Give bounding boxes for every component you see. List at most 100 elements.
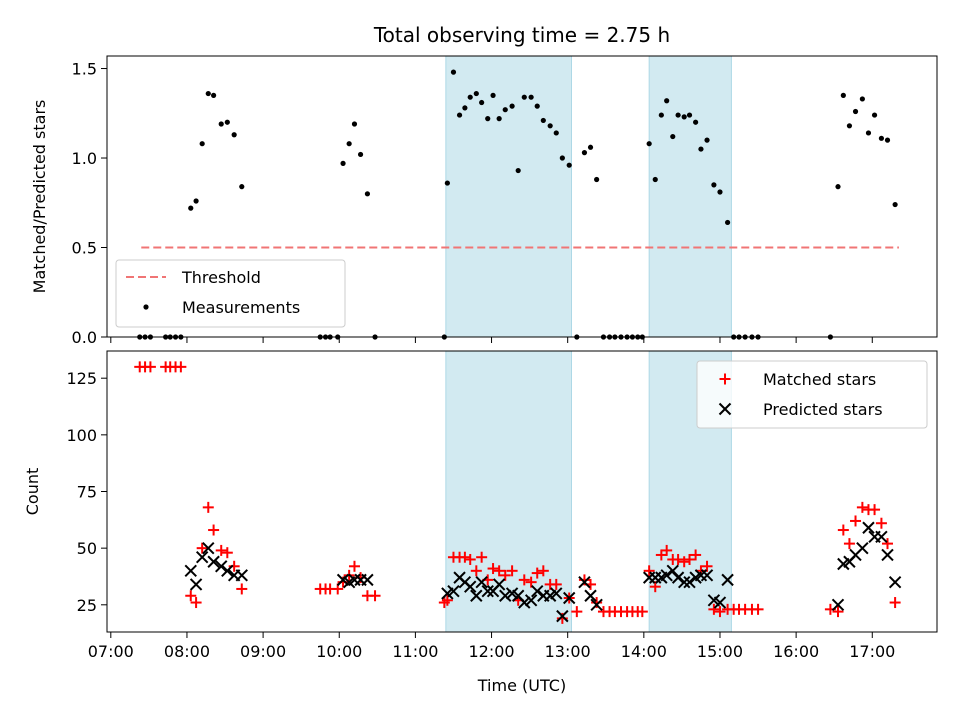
measurement-point (566, 162, 572, 168)
measurement-point (646, 141, 652, 147)
matched-star-point (487, 563, 499, 575)
matched-star-point (649, 581, 661, 593)
predicted-star-point-b (207, 555, 220, 568)
predicted-star-point-b (550, 587, 563, 600)
count-y-axis-label: Count (23, 468, 42, 516)
matched-star-point (708, 603, 720, 615)
measurement-point (670, 133, 676, 140)
predicted-star-point (492, 578, 506, 591)
predicted-star-point-b (492, 578, 506, 591)
predicted-star-point-b (707, 594, 721, 607)
legend-predicted-swatch (718, 402, 732, 416)
measurement-point (193, 198, 199, 204)
predicted-star-point-b (683, 575, 696, 589)
measurement-point (553, 130, 559, 136)
predicted-star-point-b (531, 585, 544, 598)
measurement-point (534, 103, 540, 109)
predicted-star-point-b (235, 569, 248, 582)
count-xtick-label: 11:00 (392, 642, 438, 661)
predicted-star-point-b (447, 585, 460, 598)
ratio-ytick-label: 0.0 (72, 328, 97, 347)
measurement-point (199, 141, 205, 147)
predicted-star-point (700, 569, 714, 582)
predicted-star-point-b (584, 589, 597, 602)
measurement-point (205, 90, 211, 97)
measurement-point (581, 150, 588, 156)
predicted-star-point-b (499, 589, 512, 602)
predicted-star-point-b (195, 551, 209, 564)
legend-predicted-marker-b (718, 402, 732, 416)
predicted-star-point-b (831, 598, 845, 612)
measurement-point (658, 112, 664, 118)
matched-star-point (837, 524, 849, 536)
count-xtick-label: 07:00 (88, 642, 134, 661)
matched-star-point (175, 361, 187, 373)
predicted-star-point (856, 541, 869, 555)
predicted-star-point (470, 589, 483, 602)
ratio-legend: Threshold Measurements (115, 259, 346, 328)
predicted-star-point (464, 580, 477, 593)
count-panel-frame (106, 350, 938, 633)
measurement-point (835, 184, 841, 190)
predicted-star-point (831, 598, 845, 612)
measurement-point (239, 184, 245, 190)
predicted-star-point (518, 596, 531, 609)
predicted-star-point-b (862, 521, 875, 534)
count-xtick-label: 10:00 (316, 642, 362, 661)
predicted-star-point (202, 541, 215, 555)
measurement-point (521, 94, 527, 100)
observing-interval-top-0 (445, 55, 572, 338)
predicted-star-point (671, 571, 685, 584)
measurement-point (686, 112, 693, 118)
predicted-star-point-b (881, 548, 894, 562)
count-panel: 25 50 75 100 125 07:00 08:00 09:00 10:00 11:00 12… (23, 350, 938, 695)
predicted-star-point-b (721, 573, 734, 587)
count-ytick-label: 125 (66, 369, 97, 388)
predicted-star-point (888, 575, 902, 589)
measurement-point (218, 121, 224, 127)
measurement-point (224, 119, 230, 125)
measurement-point (357, 151, 364, 158)
matched-star-point (537, 565, 549, 577)
measurement-point (444, 180, 450, 186)
observing-interval-top-1 (648, 55, 732, 338)
predicted-star-point-b (666, 564, 679, 578)
measurement-point (711, 182, 717, 188)
matched-star-point (875, 517, 887, 529)
predicted-star-point-b (713, 596, 727, 609)
predicted-star-point (207, 555, 220, 568)
legend-threshold-label: Threshold (181, 268, 261, 287)
measurement-point (892, 201, 898, 208)
measurement-point (462, 105, 468, 111)
measurement-point (681, 114, 687, 120)
matched-star-point (464, 553, 476, 565)
measurement-point (340, 160, 346, 166)
matched-star-point (714, 606, 726, 618)
predicted-star-point-b (202, 541, 215, 555)
predicted-star-point-b (189, 578, 203, 591)
matched-star-point (531, 567, 543, 579)
predicted-star-point (195, 551, 209, 564)
predicted-star-point-b (470, 589, 483, 602)
matched-star-point (369, 590, 381, 602)
measurement-point (528, 94, 534, 100)
matched-star-point (571, 606, 583, 618)
predicted-star-point (524, 594, 538, 607)
matched-star-point (550, 578, 562, 590)
matched-star-point (190, 597, 202, 609)
measurement-point (859, 96, 865, 102)
measurement-point (852, 108, 859, 115)
measurement-point (884, 137, 891, 143)
predicted-star-point (447, 585, 460, 598)
legend-matched-label: Matched stars (763, 370, 876, 389)
measurement-point (547, 123, 553, 129)
matched-star-point (470, 565, 482, 577)
measurement-point (346, 141, 352, 147)
matched-star-point (678, 556, 690, 568)
measurement-point (515, 167, 521, 174)
matched-star-point (221, 547, 233, 559)
matched-star-point (202, 501, 214, 513)
matched-star-point (476, 551, 488, 563)
measurement-point (675, 112, 681, 118)
